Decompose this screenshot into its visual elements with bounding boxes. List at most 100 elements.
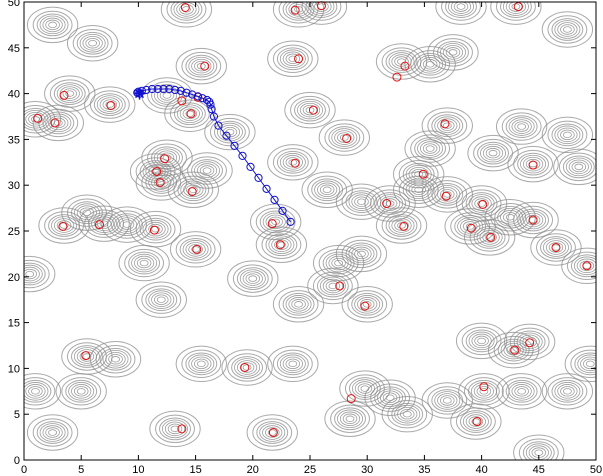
- contour-ring: [314, 180, 341, 200]
- x-tick-label: 30: [361, 464, 373, 476]
- trajectory-marker: [202, 95, 212, 105]
- contour-ring: [96, 95, 123, 114]
- contour-ring: [455, 407, 496, 436]
- contour-ring: [167, 171, 219, 209]
- source-marker: [525, 338, 535, 348]
- contour-ring: [495, 108, 548, 145]
- contour-ring: [519, 334, 540, 350]
- contour-ring: [508, 382, 535, 401]
- contour-ring: [334, 407, 366, 431]
- contour-ring: [267, 429, 277, 436]
- contour-ring: [345, 415, 355, 423]
- contour-ring: [511, 384, 532, 399]
- contour-ring: [344, 374, 385, 403]
- contour-ring: [282, 2, 315, 21]
- contour-ring: [328, 282, 338, 290]
- contour-ring: [450, 2, 472, 14]
- contour-ring: [505, 115, 538, 138]
- contour-ring: [276, 241, 286, 248]
- contour-ring: [461, 326, 502, 356]
- contour-ring: [497, 207, 524, 227]
- contour-ring: [445, 2, 477, 18]
- contour-ring: [469, 223, 510, 252]
- contour-ring: [377, 388, 404, 407]
- contour-ring: [187, 156, 227, 185]
- contour-ring: [268, 235, 295, 255]
- contour-ring: [154, 294, 169, 305]
- contour-ring: [78, 205, 130, 242]
- contour-ring: [173, 2, 200, 19]
- contour-ring: [276, 47, 309, 71]
- contour-ring: [95, 345, 136, 374]
- contour-ring: [473, 384, 495, 399]
- contour-ring: [288, 297, 309, 312]
- contour-ring: [285, 157, 301, 168]
- contour-ring: [422, 143, 438, 154]
- contour-ring: [434, 391, 461, 410]
- contour-ring: [505, 379, 538, 403]
- contour-ring: [308, 2, 335, 16]
- contour-ring: [85, 37, 100, 49]
- contour-ring: [388, 216, 415, 235]
- contour-ring: [554, 382, 581, 401]
- contour-ring: [562, 388, 572, 395]
- contour-ring: [202, 167, 212, 174]
- source-marker: [440, 119, 450, 129]
- contour-ring: [502, 212, 518, 223]
- contour-ring: [513, 434, 565, 460]
- contour-ring: [503, 323, 556, 361]
- contour-ring: [24, 268, 37, 280]
- contour-ring: [547, 15, 588, 44]
- contour-ring: [560, 386, 575, 397]
- source-marker: [400, 61, 410, 71]
- contour-ring: [421, 382, 473, 419]
- contour-ring: [511, 3, 521, 10]
- contour-ring: [463, 377, 504, 406]
- source-marker: [478, 199, 488, 209]
- contour-ring: [142, 219, 169, 239]
- contour-ring: [102, 349, 129, 369]
- contour-ring: [482, 232, 497, 243]
- contour-ring: [188, 56, 215, 76]
- contour-ring: [135, 214, 176, 244]
- contour-ring: [42, 425, 63, 440]
- contour-ring: [517, 388, 527, 395]
- contour-ring: [419, 57, 441, 72]
- contour-ring: [105, 351, 126, 367]
- source-marker: [275, 240, 285, 250]
- contour-ring: [551, 18, 584, 41]
- trajectory-marker: [270, 195, 279, 204]
- contour-ring: [113, 215, 140, 234]
- source-marker: [316, 1, 326, 11]
- contour-ring: [307, 175, 348, 204]
- contour-ring: [462, 412, 489, 431]
- contour-ring: [128, 251, 161, 275]
- contour-ring: [288, 55, 298, 63]
- contour-ring: [348, 192, 375, 211]
- contour-ring: [188, 354, 215, 374]
- y-tick-label: 15: [8, 318, 20, 330]
- trajectory-line: [136, 88, 291, 223]
- contour-ring: [48, 115, 69, 131]
- contour-ring: [374, 386, 407, 410]
- source-marker: [268, 428, 278, 438]
- source-marker: [192, 244, 202, 254]
- contour-ring: [513, 330, 546, 354]
- contour-ring: [391, 402, 424, 426]
- contour-ring: [322, 278, 344, 294]
- contour-ring: [405, 180, 432, 200]
- contour-ring: [547, 120, 588, 150]
- x-tick-label: 10: [132, 464, 144, 476]
- contour-ring: [164, 421, 186, 437]
- y-tick-label: 40: [8, 89, 20, 101]
- trajectory-marker: [209, 112, 219, 121]
- contour-ring: [354, 196, 369, 207]
- contour-ring: [111, 356, 120, 363]
- contour-ring: [318, 119, 370, 156]
- contour-ring: [337, 132, 352, 143]
- contour-ring: [154, 177, 169, 188]
- contour-ring: [246, 414, 298, 451]
- source-marker: [346, 394, 356, 404]
- contour-ring: [62, 88, 78, 99]
- source-marker: [186, 109, 196, 119]
